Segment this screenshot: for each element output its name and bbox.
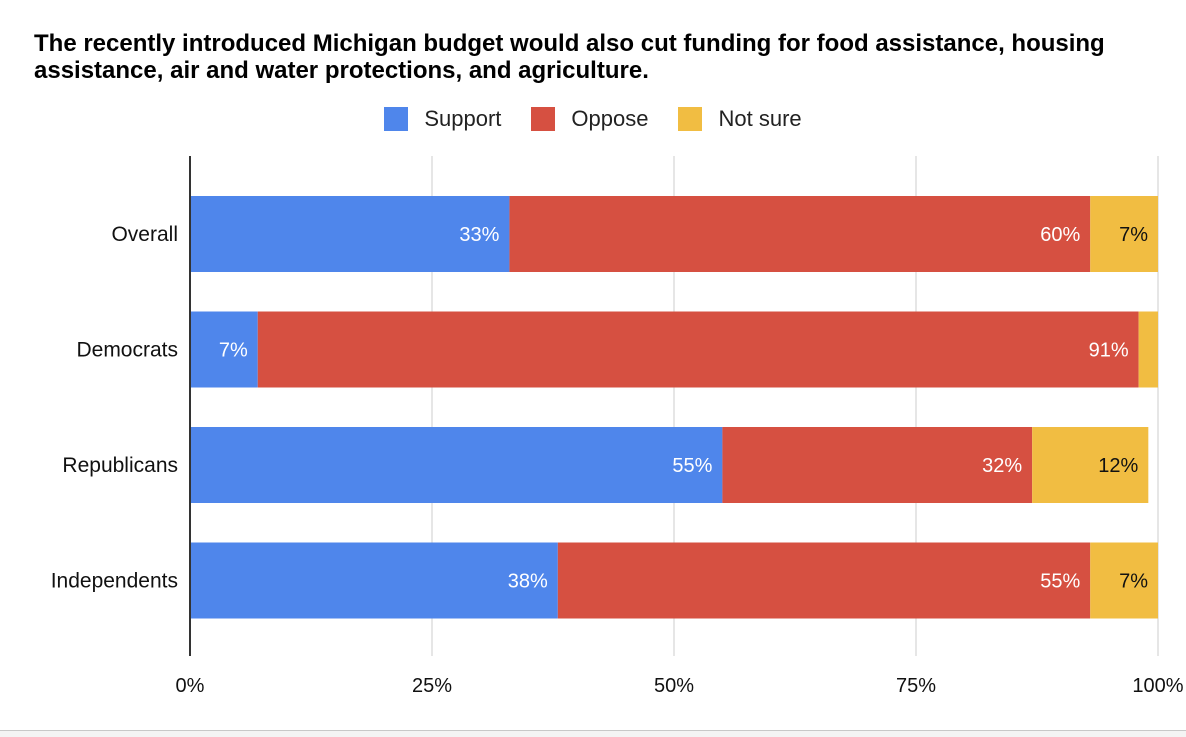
data-label-support: 55%: [672, 455, 712, 477]
legend-swatch-not-sure: [678, 107, 703, 131]
legend-swatch-support: [384, 107, 409, 131]
x-tick-label: 0%: [176, 675, 205, 697]
bar-support: [190, 196, 510, 272]
y-category-label: Republicans: [62, 454, 178, 477]
legend-swatch-oppose: [531, 107, 556, 131]
y-category-label: Democrats: [76, 339, 178, 362]
data-label-oppose: 91%: [1089, 340, 1129, 362]
data-label-not-sure: 12%: [1098, 455, 1138, 477]
data-label-not-sure: 7%: [1119, 224, 1148, 246]
data-label-oppose: 60%: [1040, 224, 1080, 246]
legend-label-not-sure: Not sure: [718, 106, 802, 131]
data-label-oppose: 55%: [1040, 571, 1080, 593]
bottom-scrollbar-strip: [0, 730, 1186, 737]
data-label-not-sure: 7%: [1119, 571, 1148, 593]
bar-oppose: [722, 427, 1033, 503]
bar-not-sure: [1090, 196, 1158, 272]
legend-item-oppose: Oppose: [531, 106, 648, 132]
data-label-support: 38%: [508, 571, 548, 593]
legend-label-support: Support: [424, 106, 502, 131]
bar-not-sure: [1032, 427, 1149, 503]
bar-support: [190, 311, 258, 388]
bar-not-sure: [1138, 311, 1158, 388]
y-category-label: Overall: [111, 223, 178, 246]
x-tick-label: 25%: [412, 675, 452, 697]
bar-not-sure: [1090, 542, 1158, 619]
bar-oppose: [509, 196, 1091, 272]
bar-oppose: [257, 311, 1139, 388]
legend-label-oppose: Oppose: [571, 106, 649, 131]
bar-oppose: [557, 542, 1091, 619]
bar-support: [190, 427, 723, 503]
x-tick-label: 75%: [896, 675, 936, 697]
bar-support: [190, 542, 558, 619]
chart-legend: Support Oppose Not sure: [0, 104, 1186, 134]
legend-item-not-sure: Not sure: [678, 106, 802, 132]
x-tick-label: 100%: [1132, 675, 1183, 697]
chart-title: The recently introduced Michigan budget …: [34, 30, 1105, 84]
y-category-label: Independents: [51, 570, 178, 593]
x-tick-label: 50%: [654, 675, 694, 697]
data-label-support: 7%: [219, 340, 248, 362]
legend-item-support: Support: [384, 106, 501, 132]
data-label-support: 33%: [459, 224, 499, 246]
data-label-oppose: 32%: [982, 455, 1022, 477]
